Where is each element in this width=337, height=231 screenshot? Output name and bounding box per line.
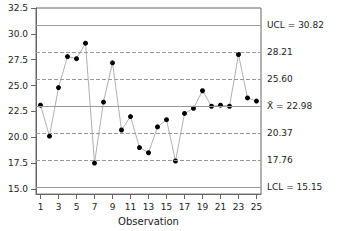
svg-text:17.5: 17.5 <box>8 158 28 168</box>
svg-text:17: 17 <box>179 202 190 212</box>
svg-text:7: 7 <box>92 202 98 212</box>
svg-text:LCL = 15.15: LCL = 15.15 <box>267 182 322 192</box>
svg-text:20.0: 20.0 <box>8 132 28 142</box>
svg-text:15: 15 <box>161 202 172 212</box>
svg-text:30.0: 30.0 <box>8 29 28 39</box>
svg-text:13: 13 <box>143 202 154 212</box>
svg-text:17.76: 17.76 <box>267 155 293 165</box>
svg-text:25.0: 25.0 <box>8 81 28 91</box>
svg-text:9: 9 <box>110 202 116 212</box>
svg-text:1: 1 <box>38 202 44 212</box>
svg-text:X̄ = 22.98: X̄ = 22.98 <box>267 101 312 112</box>
svg-text:25: 25 <box>251 202 262 212</box>
svg-text:19: 19 <box>197 202 209 212</box>
svg-text:UCL = 30.82: UCL = 30.82 <box>267 20 324 30</box>
svg-text:15.0: 15.0 <box>8 184 28 194</box>
svg-text:23: 23 <box>233 202 244 212</box>
svg-text:Observation: Observation <box>118 216 179 227</box>
svg-text:21: 21 <box>215 202 226 212</box>
svg-text:5: 5 <box>74 202 80 212</box>
svg-text:32.5: 32.5 <box>8 3 28 13</box>
svg-text:11: 11 <box>125 202 136 212</box>
svg-text:25.60: 25.60 <box>267 74 293 84</box>
svg-text:28.21: 28.21 <box>267 47 293 57</box>
svg-text:22.5: 22.5 <box>8 106 28 116</box>
svg-text:27.5: 27.5 <box>8 55 28 65</box>
svg-text:20.37: 20.37 <box>267 128 293 138</box>
svg-text:3: 3 <box>56 202 62 212</box>
